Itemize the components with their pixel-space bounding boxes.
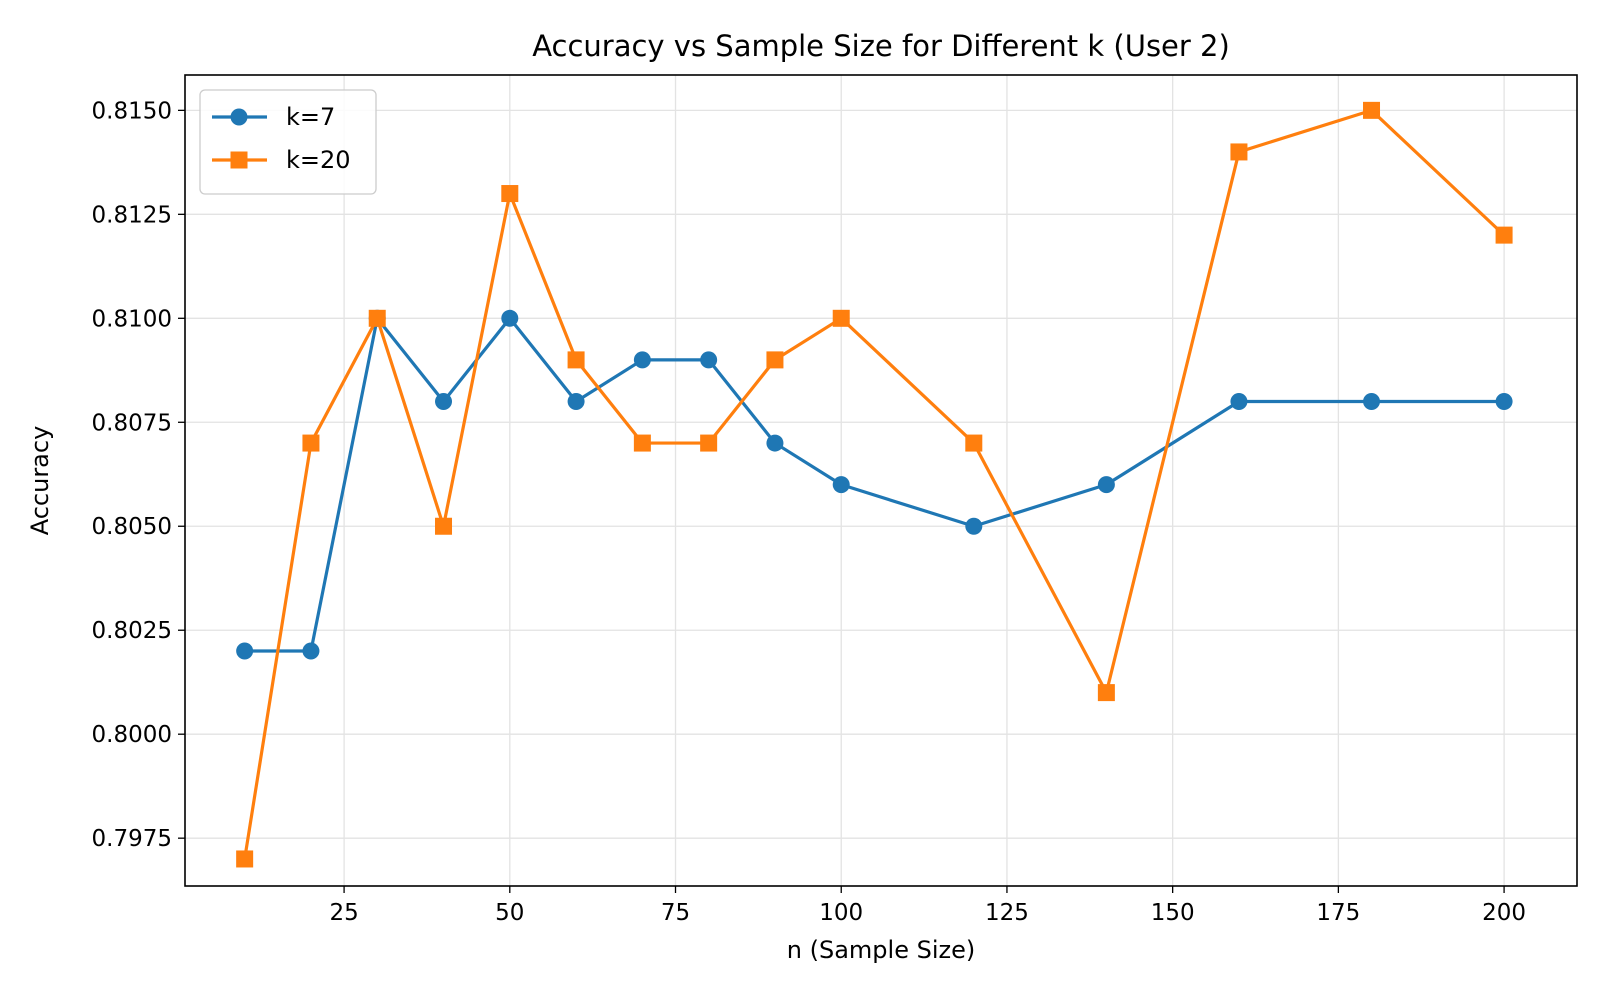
x-axis-label: n (Sample Size) [787,936,975,964]
data-point-k-20 [1097,684,1115,702]
x-tick-label: 25 [329,900,358,926]
data-point-k-20 [832,309,850,327]
x-tick-label: 150 [1151,900,1195,926]
data-point-k-7 [567,392,585,410]
data-point-k-7 [700,351,718,369]
grid [185,75,1577,886]
x-tick-label: 50 [495,900,524,926]
data-point-k-20 [1495,226,1513,244]
data-point-k-7 [633,351,651,369]
legend-marker-k-20 [230,151,248,169]
data-point-k-20 [302,434,320,452]
data-point-k-7 [1495,392,1513,410]
legend-marker-k-7 [230,108,248,126]
data-point-k-7 [302,642,320,660]
y-axis-label: Accuracy [26,426,54,536]
data-point-k-20 [965,434,983,452]
x-tick-label: 200 [1482,900,1526,926]
data-point-k-7 [1363,392,1381,410]
data-point-k-20 [1363,101,1381,119]
y-tick-label: 0.8050 [92,514,172,540]
data-point-k-20 [700,434,718,452]
data-point-k-20 [368,309,386,327]
y-tick-label: 0.8025 [92,618,172,644]
data-point-k-20 [633,434,651,452]
chart-title: Accuracy vs Sample Size for Different k … [532,29,1230,63]
data-point-k-7 [832,476,850,494]
data-point-k-7 [501,309,519,327]
y-tick-label: 0.8075 [92,410,172,436]
axis-ticks: 25 50 75 100 125 150 175 200 0.7975 0.8000 0.8025 0… [92,98,1527,926]
data-point-k-7 [1097,476,1115,494]
data-point-k-7 [965,517,983,535]
x-tick-label: 175 [1316,900,1360,926]
data-point-k-20 [1230,143,1248,161]
y-tick-label: 0.8100 [92,306,172,332]
data-point-k-20 [236,850,254,868]
data-point-k-20 [501,185,519,203]
y-tick-label: 0.8150 [92,98,172,124]
data-point-k-7 [236,642,254,660]
legend-label-k-7: k=7 [286,103,335,131]
legend-label-k-20: k=20 [286,146,351,174]
y-tick-label: 0.8000 [92,722,172,748]
data-point-k-20 [435,517,453,535]
legend: k=7 k=20 [199,89,377,195]
data-point-k-7 [766,434,784,452]
data-point-k-7 [1230,392,1248,410]
y-tick-label: 0.7975 [92,826,172,852]
data-point-k-20 [567,351,585,369]
x-tick-label: 75 [661,900,690,926]
plot-frame [184,74,1578,887]
data-point-k-20 [766,351,784,369]
series-layer [236,101,1513,868]
x-tick-label: 100 [819,900,863,926]
x-tick-label: 125 [985,900,1029,926]
data-point-k-7 [435,392,453,410]
y-tick-label: 0.8125 [92,202,172,228]
